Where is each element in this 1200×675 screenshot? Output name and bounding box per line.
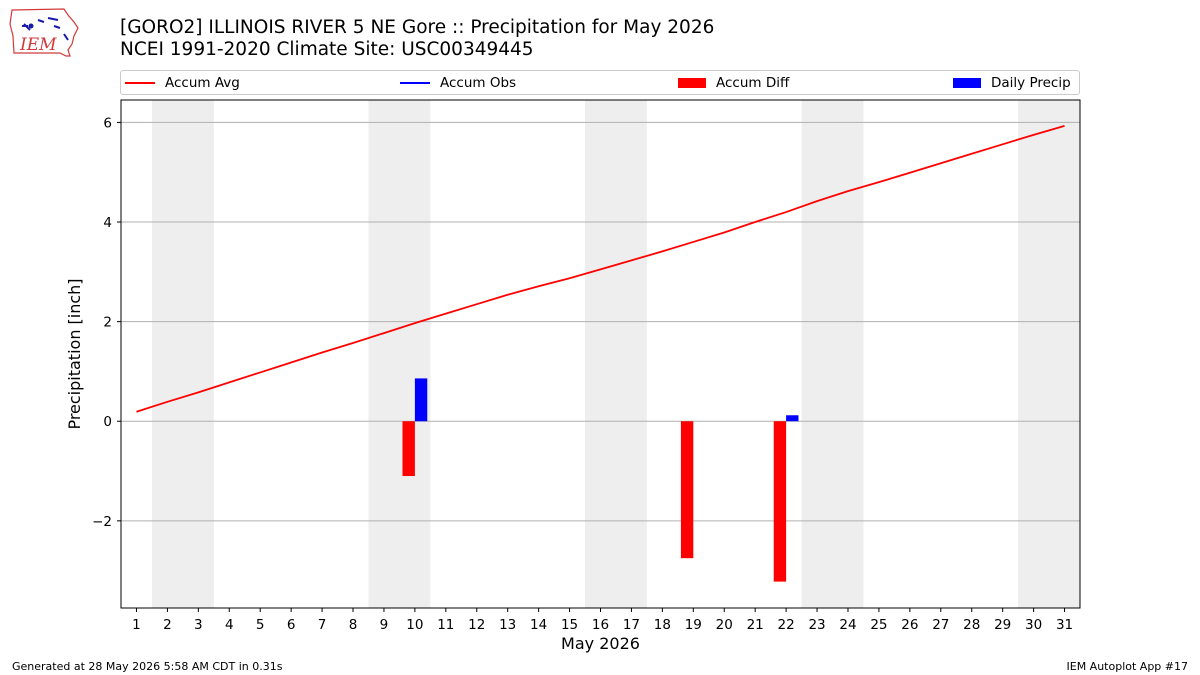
x-tick-label: 1 — [132, 617, 141, 633]
iem-logo: IEM — [8, 6, 80, 58]
legend-swatch-daily-precip — [953, 78, 981, 88]
accum-diff-bar — [680, 421, 694, 559]
weekend-band — [801, 100, 864, 608]
x-tick-label: 18 — [654, 617, 671, 633]
x-tick-label: 5 — [256, 617, 265, 633]
legend-label-daily-precip: Daily Precip — [991, 75, 1071, 91]
x-tick-label: 4 — [225, 617, 234, 633]
iowa-map-logo-icon: IEM — [9, 8, 79, 57]
y-tick-label: 2 — [103, 315, 112, 331]
y-tick-label: −2 — [92, 514, 112, 530]
x-tick-label: 29 — [994, 617, 1011, 633]
weekend-band — [585, 100, 647, 608]
weekend-band — [368, 100, 431, 608]
legend-item-accum-diff: Accum Diff — [678, 74, 789, 92]
footer-app-id: IEM Autoplot App #17 — [1066, 660, 1189, 673]
logo-text: IEM — [19, 35, 57, 55]
footer-generated: Generated at 28 May 2026 5:58 AM CDT in … — [12, 660, 283, 673]
x-tick-label: 26 — [901, 617, 918, 633]
y-axis-label: Precipitation [inch] — [65, 278, 84, 429]
legend-swatch-accum-diff — [678, 78, 706, 88]
x-tick-label: 9 — [380, 617, 389, 633]
title-line-2: NCEI 1991-2020 Climate Site: USC00349445 — [120, 39, 534, 60]
x-tick-label: 3 — [194, 617, 203, 633]
daily-precip-bar — [414, 378, 428, 422]
x-tick-label: 17 — [623, 617, 640, 633]
y-tick-label: 6 — [103, 115, 112, 131]
x-tick-label: 14 — [530, 617, 547, 633]
x-tick-label: 30 — [1025, 617, 1042, 633]
legend-swatch-accum-obs — [400, 82, 430, 84]
x-tick-label: 2 — [163, 617, 172, 633]
legend-label-accum-avg: Accum Avg — [165, 75, 240, 91]
x-tick-label: 6 — [287, 617, 296, 633]
x-tick-label: 21 — [747, 617, 764, 633]
x-tick-label: 22 — [778, 617, 795, 633]
x-tick-label: 16 — [592, 617, 609, 633]
x-tick-label: 19 — [685, 617, 702, 633]
legend-label-accum-diff: Accum Diff — [716, 75, 790, 91]
x-tick-label: 31 — [1056, 617, 1073, 633]
title-line-1: [GORO2] ILLINOIS RIVER 5 NE Gore :: Prec… — [120, 17, 715, 38]
x-tick-label: 23 — [808, 617, 825, 633]
legend-item-accum-avg: Accum Avg — [125, 74, 240, 92]
x-tick-label: 20 — [716, 617, 733, 633]
x-tick-label: 25 — [870, 617, 887, 633]
chart-title: [GORO2] ILLINOIS RIVER 5 NE Gore :: Prec… — [120, 17, 714, 61]
legend-swatch-accum-avg — [125, 82, 155, 84]
x-tick-label: 8 — [349, 617, 358, 633]
weekend-band — [151, 100, 214, 608]
accum-diff-bar — [773, 421, 787, 582]
x-tick-label: 11 — [437, 617, 454, 633]
x-tick-label: 15 — [561, 617, 578, 633]
y-tick-label: 4 — [103, 215, 112, 231]
accum-avg-line — [136, 125, 1065, 413]
accum-diff-bar — [402, 421, 415, 477]
x-tick-label: 24 — [839, 617, 856, 633]
x-tick-label: 12 — [468, 617, 485, 633]
x-tick-label: 13 — [499, 617, 516, 633]
y-tick-label: 0 — [103, 414, 112, 430]
x-tick-label: 10 — [406, 617, 423, 633]
x-tick-label: 28 — [963, 617, 980, 633]
legend: Accum Avg Accum Obs Accum Diff Daily Pre… — [120, 70, 1080, 95]
legend-item-daily-precip: Daily Precip — [953, 74, 1071, 92]
daily-precip-bar — [786, 415, 799, 422]
legend-label-accum-obs: Accum Obs — [440, 75, 517, 91]
x-tick-label: 27 — [932, 617, 949, 633]
weekend-band — [1018, 100, 1080, 608]
x-tick-label: 7 — [318, 617, 327, 633]
x-axis-label: May 2026 — [561, 634, 640, 653]
legend-item-accum-obs: Accum Obs — [400, 74, 516, 92]
